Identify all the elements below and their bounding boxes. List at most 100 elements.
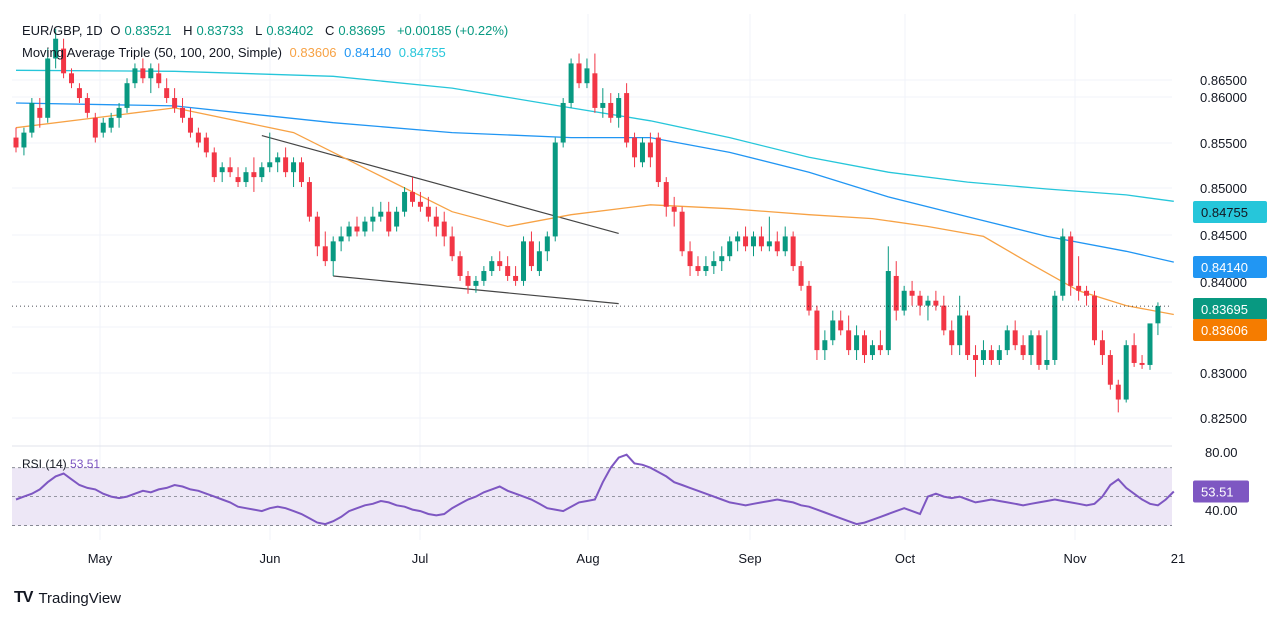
- candle-body: [917, 295, 923, 306]
- close-number: 0.83695: [338, 23, 386, 38]
- candle-body: [108, 117, 114, 128]
- price-labels: 0.84755 0.84140 0.83695 0.83606 53.51: [1193, 201, 1267, 503]
- candle-body: [536, 251, 542, 272]
- x-tick-label: Aug: [576, 551, 599, 566]
- candle-body: [513, 275, 519, 281]
- candle-body: [766, 241, 772, 247]
- x-tick-label: Jun: [260, 551, 281, 566]
- candle-body: [711, 261, 717, 267]
- candle-body: [600, 102, 606, 108]
- candle-body: [283, 157, 289, 173]
- close-label: C: [324, 23, 335, 38]
- candle-body: [433, 216, 439, 227]
- ma100-price-badge: [1193, 256, 1267, 278]
- rsi-tick-label: 80.00: [1205, 445, 1238, 460]
- rsi-tick-label: 40.00: [1205, 503, 1238, 518]
- candle-body: [584, 68, 590, 84]
- rsi-title[interactable]: RSI (14): [22, 457, 67, 471]
- candle-body: [592, 73, 598, 108]
- candle-body: [124, 83, 130, 108]
- rsi-line: [15, 453, 1175, 526]
- candle-body: [1115, 384, 1121, 400]
- candle-body: [394, 211, 400, 227]
- ma50-line: [15, 107, 1174, 316]
- rsi-panel: [12, 453, 1175, 526]
- candle-body: [988, 350, 994, 360]
- candle-body: [370, 216, 376, 222]
- candle-body: [632, 137, 638, 158]
- candle-body: [267, 162, 273, 168]
- candle-body: [1068, 236, 1074, 286]
- rsi-badge: [1193, 480, 1249, 503]
- candle-body: [362, 221, 368, 232]
- candle-body: [37, 107, 43, 118]
- ma-title[interactable]: Moving Average Triple (50, 100, 200, Sim…: [22, 45, 282, 60]
- candle-body: [338, 236, 344, 242]
- axes: 0.86500 0.86000 0.85500 0.85000 0.84500 0.840…: [88, 73, 1247, 566]
- candle-body: [862, 335, 868, 356]
- candle-body: [949, 330, 955, 346]
- candle-body: [822, 340, 828, 351]
- low-label: L: [255, 23, 263, 38]
- candle-body: [521, 241, 527, 281]
- candle-body: [386, 211, 392, 232]
- candle-body: [298, 162, 304, 183]
- candle-body: [417, 201, 423, 207]
- candle-body: [1060, 236, 1066, 296]
- candle-body: [306, 182, 312, 217]
- candle-body: [441, 221, 447, 237]
- candle-body: [13, 137, 19, 148]
- candle-body: [481, 271, 487, 281]
- candle-body: [132, 68, 138, 84]
- candle-body: [211, 152, 217, 178]
- candle-body: [465, 275, 471, 286]
- symbol-label[interactable]: EUR/GBP, 1D: [22, 23, 103, 38]
- candle-body: [663, 182, 669, 207]
- candle-body: [893, 275, 899, 311]
- candle-body: [330, 241, 336, 262]
- candle-body: [1123, 345, 1129, 400]
- candle-body: [647, 142, 653, 158]
- candle-body: [1012, 330, 1018, 346]
- candle-body: [92, 117, 98, 138]
- candle-body: [909, 290, 915, 296]
- x-tick-label: Nov: [1063, 551, 1087, 566]
- candle-body: [877, 345, 883, 351]
- candle-body: [259, 167, 265, 178]
- high-value: H 0.83733: [183, 23, 247, 38]
- candle-body: [782, 236, 788, 252]
- y-tick-label: 0.84500: [1200, 228, 1247, 243]
- candle-body: [560, 102, 566, 143]
- candle-body: [172, 98, 178, 108]
- grid: [12, 14, 1172, 540]
- y-tick-label: 0.85000: [1200, 181, 1247, 196]
- ma50-value: 0.83606: [289, 45, 337, 60]
- brand-name: TradingView: [38, 589, 121, 607]
- candle-body: [505, 266, 511, 276]
- candle-body: [489, 261, 495, 272]
- candle-body: [449, 236, 455, 257]
- candle-body: [497, 261, 503, 267]
- candle-body: [1028, 335, 1034, 356]
- tradingview-brand[interactable]: TV TradingView: [14, 589, 121, 607]
- x-tick-label: Oct: [895, 551, 916, 566]
- candle-body: [227, 167, 233, 173]
- candle-body: [758, 236, 764, 247]
- candle-body: [838, 320, 844, 331]
- ma-legend: Moving Average Triple (50, 100, 200, Sim…: [22, 45, 450, 60]
- candle-body: [608, 102, 614, 118]
- candle-body: [719, 256, 725, 262]
- candle-body: [687, 251, 693, 267]
- y-tick-label: 0.84000: [1200, 275, 1247, 290]
- x-tick-label: May: [88, 551, 113, 566]
- candle-body: [1147, 323, 1153, 365]
- candle-body: [148, 68, 154, 79]
- ma200-price-text: 0.84755: [1201, 205, 1248, 220]
- rsi-value: 53.51: [70, 457, 101, 471]
- x-tick-label: Jul: [412, 551, 429, 566]
- candle-body: [164, 88, 170, 99]
- candle-body: [291, 162, 297, 173]
- low-value: L 0.83402: [255, 23, 317, 38]
- candle-body: [980, 350, 986, 360]
